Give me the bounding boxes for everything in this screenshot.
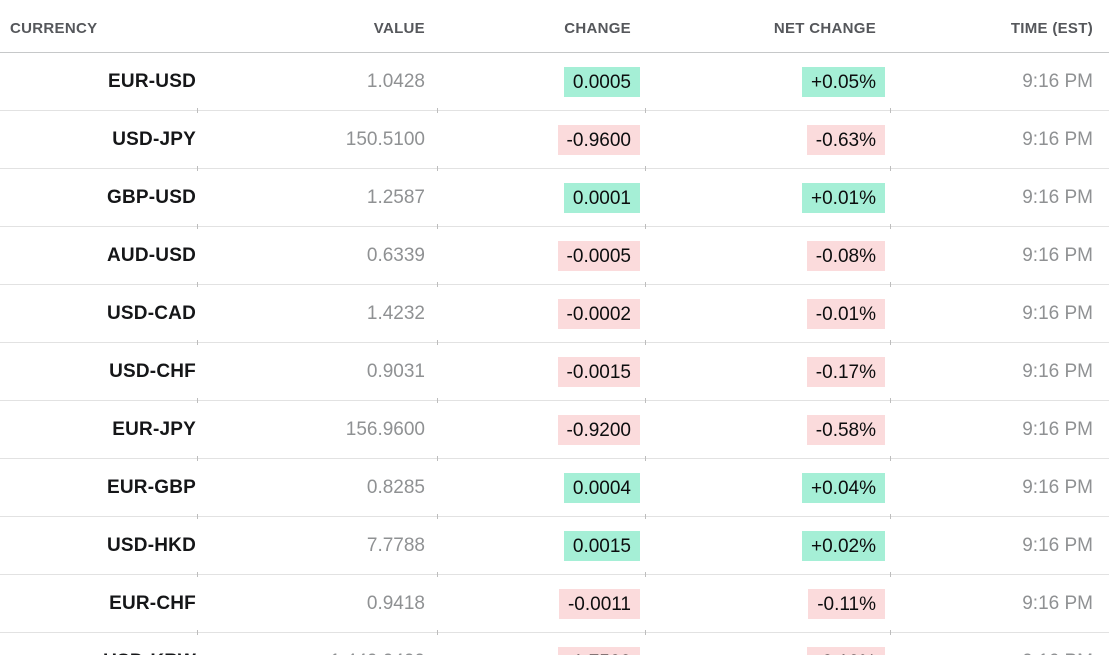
currency-pair-label[interactable]: AUD-USD: [0, 226, 197, 285]
currency-pair-label[interactable]: EUR-USD: [0, 52, 197, 111]
currency-pair-label[interactable]: GBP-USD: [0, 168, 197, 227]
value-cell: 7.7788: [197, 516, 437, 577]
table-row: EUR-CHF 0.9418 -0.0011 -0.11% 9:16 PM: [0, 574, 1109, 635]
table-header: CURRENCY VALUE CHANGE NET CHANGE TIME (E…: [0, 0, 1109, 53]
change-cell: -0.9600: [437, 110, 645, 171]
change-cell: 0.0004: [437, 458, 645, 519]
time-cell: 9:16 PM: [890, 632, 1109, 655]
time-cell: 9:16 PM: [890, 458, 1109, 519]
currency-pair-label[interactable]: EUR-JPY: [0, 400, 197, 459]
net-change-badge: +0.02%: [802, 530, 885, 561]
net-change-cell: -0.12%: [645, 632, 890, 655]
value-cell: 0.9418: [197, 574, 437, 635]
net-change-cell: +0.04%: [645, 458, 890, 519]
value-cell: 1,440.0400: [197, 632, 437, 655]
time-cell: 9:16 PM: [890, 342, 1109, 403]
net-change-cell: -0.08%: [645, 226, 890, 287]
change-badge: -0.0015: [557, 356, 640, 387]
time-cell: 9:16 PM: [890, 400, 1109, 461]
header-currency: CURRENCY: [0, 0, 197, 53]
change-cell: -0.0002: [437, 284, 645, 345]
net-change-cell: -0.58%: [645, 400, 890, 461]
time-cell: 9:16 PM: [890, 226, 1109, 287]
net-change-badge: -0.08%: [806, 240, 885, 271]
currency-pair-label[interactable]: EUR-CHF: [0, 574, 197, 633]
table-row: GBP-USD 1.2587 0.0001 +0.01% 9:16 PM: [0, 168, 1109, 229]
change-badge: -0.0002: [557, 298, 640, 329]
change-cell: 0.0001: [437, 168, 645, 229]
net-change-cell: -0.11%: [645, 574, 890, 635]
value-cell: 1.4232: [197, 284, 437, 345]
net-change-badge: -0.63%: [806, 124, 885, 155]
value-cell: 156.9600: [197, 400, 437, 461]
time-cell: 9:16 PM: [890, 168, 1109, 229]
time-cell: 9:16 PM: [890, 574, 1109, 635]
value-cell: 0.9031: [197, 342, 437, 403]
net-change-badge: -0.01%: [806, 298, 885, 329]
table-body: EUR-USD 1.0428 0.0005 +0.05% 9:16 PM USD-JPY 1…: [0, 52, 1109, 655]
net-change-badge: +0.05%: [802, 66, 885, 97]
currency-pair-label[interactable]: USD-CAD: [0, 284, 197, 343]
table-row: USD-CHF 0.9031 -0.0015 -0.17% 9:16 PM: [0, 342, 1109, 403]
table-row: EUR-USD 1.0428 0.0005 +0.05% 9:16 PM: [0, 52, 1109, 113]
change-badge: -0.9600: [557, 124, 640, 155]
change-cell: -0.0005: [437, 226, 645, 287]
table-row: EUR-JPY 156.9600 -0.9200 -0.58% 9:16 PM: [0, 400, 1109, 461]
net-change-badge: -0.17%: [806, 356, 885, 387]
change-cell: -0.9200: [437, 400, 645, 461]
net-change-badge: +0.04%: [802, 472, 885, 503]
change-badge: 0.0004: [563, 472, 640, 503]
change-badge: -0.0005: [557, 240, 640, 271]
change-cell: 0.0015: [437, 516, 645, 577]
net-change-badge: -0.12%: [806, 646, 885, 655]
change-cell: 0.0005: [437, 52, 645, 113]
value-cell: 0.8285: [197, 458, 437, 519]
table-row: USD-HKD 7.7788 0.0015 +0.02% 9:16 PM: [0, 516, 1109, 577]
time-cell: 9:16 PM: [890, 516, 1109, 577]
header-value: VALUE: [197, 0, 437, 53]
value-cell: 1.0428: [197, 52, 437, 113]
table-row: USD-CAD 1.4232 -0.0002 -0.01% 9:16 PM: [0, 284, 1109, 345]
change-badge: 0.0001: [563, 182, 640, 213]
change-badge: -1.7500: [557, 646, 640, 655]
table-row: USD-JPY 150.5100 -0.9600 -0.63% 9:16 PM: [0, 110, 1109, 171]
currency-pair-label[interactable]: USD-HKD: [0, 516, 197, 575]
net-change-cell: +0.02%: [645, 516, 890, 577]
table-row: EUR-GBP 0.8285 0.0004 +0.04% 9:16 PM: [0, 458, 1109, 519]
net-change-cell: -0.01%: [645, 284, 890, 345]
table-row: USD-KRW1,440.0400 -1.7500 -0.12% 9:16 PM: [0, 632, 1109, 655]
net-change-cell: -0.17%: [645, 342, 890, 403]
change-badge: 0.0015: [563, 530, 640, 561]
time-cell: 9:16 PM: [890, 284, 1109, 345]
change-cell: -0.0011: [437, 574, 645, 635]
change-cell: -0.0015: [437, 342, 645, 403]
header-time: TIME (EST): [890, 0, 1109, 53]
change-badge: -0.9200: [557, 414, 640, 445]
table-row: AUD-USD 0.6339 -0.0005 -0.08% 9:16 PM: [0, 226, 1109, 287]
net-change-cell: +0.05%: [645, 52, 890, 113]
change-badge: -0.0011: [558, 588, 640, 619]
header-change: CHANGE: [437, 0, 645, 53]
change-cell: -1.7500: [437, 632, 645, 655]
currency-pair-label[interactable]: USD-CHF: [0, 342, 197, 401]
net-change-badge: -0.58%: [806, 414, 885, 445]
net-change-cell: -0.63%: [645, 110, 890, 171]
net-change-cell: +0.01%: [645, 168, 890, 229]
value-cell: 1.2587: [197, 168, 437, 229]
currency-pair-label[interactable]: EUR-GBP: [0, 458, 197, 517]
net-change-badge: -0.11%: [808, 588, 885, 619]
value-cell: 150.5100: [197, 110, 437, 171]
net-change-badge: +0.01%: [802, 182, 885, 213]
value-cell: 0.6339: [197, 226, 437, 287]
time-cell: 9:16 PM: [890, 110, 1109, 171]
change-badge: 0.0005: [563, 66, 640, 97]
header-net-change: NET CHANGE: [645, 0, 890, 53]
time-cell: 9:16 PM: [890, 52, 1109, 113]
currency-pair-label[interactable]: USD-KRW: [0, 632, 197, 655]
currency-pair-label[interactable]: USD-JPY: [0, 110, 197, 169]
